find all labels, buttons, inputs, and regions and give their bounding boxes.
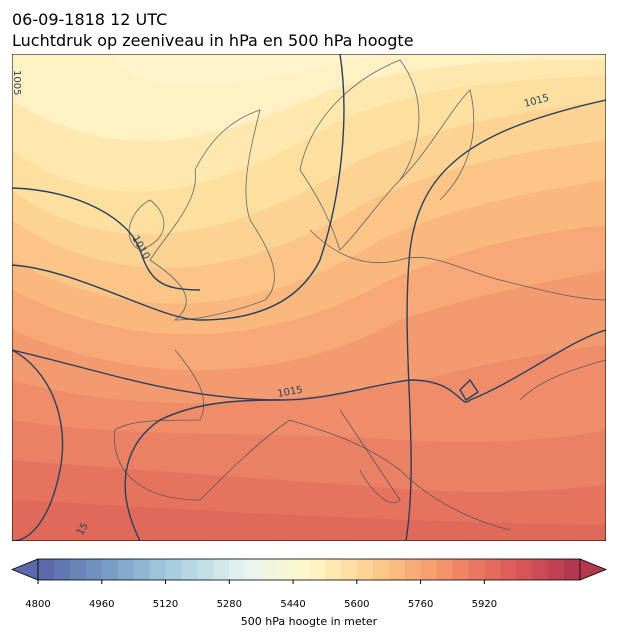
colorbar-tick-label: 4800	[25, 599, 50, 610]
colorbar-segment	[340, 559, 358, 580]
colorbar-extend-high	[579, 558, 608, 581]
colorbar-segment	[356, 559, 374, 580]
colorbar-segment	[548, 559, 565, 580]
colorbar-segment	[324, 559, 342, 580]
colorbar-tick-label: 4960	[89, 599, 114, 610]
colorbar-segment	[420, 559, 438, 580]
colorbar-segment	[53, 559, 71, 580]
colorbar-tick-label: 5600	[344, 599, 369, 610]
colorbar-segment	[181, 559, 198, 580]
colorbar-segment	[38, 559, 55, 580]
colorbar-segment	[372, 559, 390, 580]
colorbar-segment	[293, 559, 310, 580]
colorbar-segment	[245, 559, 262, 580]
date-title: 06-09-1818 12 UTC	[12, 10, 167, 29]
colorbar-segment	[564, 559, 581, 580]
colorbar-tick-label: 5440	[280, 599, 305, 610]
colorbar-segment	[165, 559, 182, 580]
colorbar-segment	[69, 559, 87, 580]
colorbar-segment	[277, 559, 294, 580]
colorbar-segment	[101, 559, 119, 580]
colorbar-segment	[436, 559, 453, 580]
colorbar-label: 500 hPa hoogte in meter	[241, 615, 378, 628]
colorbar-segment	[197, 559, 214, 580]
colorbar-segment	[452, 559, 469, 580]
colorbar-segment	[500, 559, 517, 580]
colorbar-tick-label: 5120	[153, 599, 178, 610]
colorbar-segment	[133, 559, 151, 580]
colorbar-segment	[85, 559, 103, 580]
map	[12, 54, 606, 541]
isobar-label: 1015	[277, 385, 304, 400]
colorbar-segment	[516, 559, 533, 580]
isobar-label: 1005	[11, 70, 22, 95]
colorbar-tick-label: 5760	[408, 599, 433, 610]
colorbar-segment	[388, 559, 406, 580]
colorbar-tick-label: 5920	[472, 599, 497, 610]
colorbar-segment	[532, 559, 549, 580]
colorbar-frame	[37, 558, 581, 581]
colorbar-segment	[213, 559, 230, 580]
colorbar-segment	[468, 559, 485, 580]
colorbar-segment	[261, 559, 278, 580]
colorbar-segment	[117, 559, 135, 580]
colorbar-segment	[149, 559, 167, 580]
colorbar-segment	[229, 559, 246, 580]
colorbar-segment	[309, 559, 326, 580]
colorbar-segment	[404, 559, 422, 580]
map-title: Luchtdruk op zeeniveau in hPa en 500 hPa…	[12, 31, 414, 50]
colorbar-tick-label: 5280	[217, 599, 242, 610]
colorbar-extend-low	[10, 558, 39, 581]
colorbar-segment	[484, 559, 501, 580]
